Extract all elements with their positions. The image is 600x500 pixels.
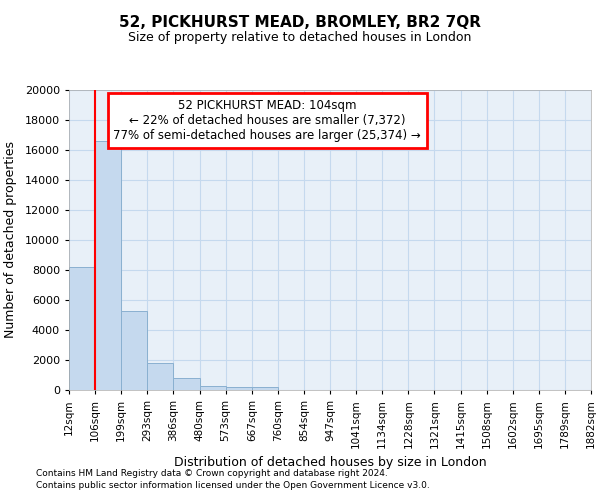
Bar <box>121 310 148 390</box>
Y-axis label: Number of detached properties: Number of detached properties <box>4 142 17 338</box>
Bar <box>69 267 95 390</box>
Bar <box>173 378 200 390</box>
Text: Contains HM Land Registry data © Crown copyright and database right 2024.: Contains HM Land Registry data © Crown c… <box>36 469 388 478</box>
Bar <box>148 363 173 390</box>
Bar <box>95 141 121 390</box>
Text: 52 PICKHURST MEAD: 104sqm
← 22% of detached houses are smaller (7,372)
77% of se: 52 PICKHURST MEAD: 104sqm ← 22% of detac… <box>113 99 421 142</box>
Text: Contains public sector information licensed under the Open Government Licence v3: Contains public sector information licen… <box>36 480 430 490</box>
Bar <box>252 387 278 390</box>
Bar <box>226 387 252 390</box>
Bar <box>200 386 226 390</box>
Text: 52, PICKHURST MEAD, BROMLEY, BR2 7QR: 52, PICKHURST MEAD, BROMLEY, BR2 7QR <box>119 15 481 30</box>
Text: Size of property relative to detached houses in London: Size of property relative to detached ho… <box>128 31 472 44</box>
X-axis label: Distribution of detached houses by size in London: Distribution of detached houses by size … <box>173 456 487 469</box>
